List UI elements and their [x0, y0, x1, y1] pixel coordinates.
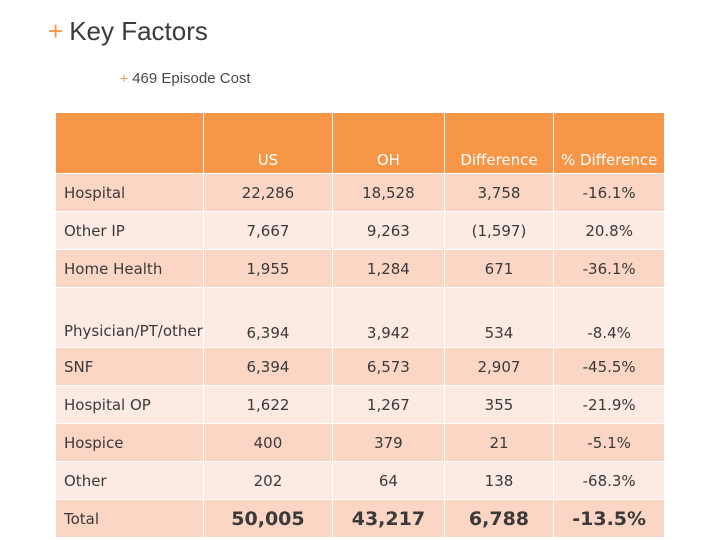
oh-value: 9,263	[333, 211, 445, 249]
row-label: Hospital	[56, 173, 204, 211]
header-blank	[56, 113, 204, 173]
pct-difference-value: -21.9%	[554, 385, 664, 423]
pct-difference-value: -8.4%	[554, 287, 664, 347]
pct-difference-value: -68.3%	[554, 461, 664, 499]
table-row: Home Health 1,955 1,284 671 -36.1%	[56, 249, 664, 287]
slide-subtitle-text: 469 Episode Cost	[132, 70, 251, 87]
difference-value: 21	[444, 423, 555, 461]
us-value: 22,286	[203, 173, 334, 211]
pct-difference-value: -16.1%	[554, 173, 664, 211]
row-label: Physician/PT/other	[56, 287, 204, 347]
oh-value: 6,573	[333, 347, 445, 385]
oh-value: 1,284	[333, 249, 445, 287]
us-total: 50,005	[203, 499, 334, 537]
table-row: Hospice 400 379 21 -5.1%	[56, 423, 664, 461]
total-label: Total	[56, 499, 204, 537]
table-row: Hospital OP 1,622 1,267 355 -21.9%	[56, 385, 664, 423]
row-label: Hospital OP	[56, 385, 204, 423]
table-row: Other 202 64 138 -68.3%	[56, 461, 664, 499]
cost-table: US OH Difference % Difference Hospital 2…	[56, 113, 664, 537]
difference-value: 671	[444, 249, 555, 287]
oh-value: 64	[333, 461, 445, 499]
us-value: 202	[203, 461, 334, 499]
pct-difference-value: -45.5%	[554, 347, 664, 385]
difference-value: 138	[444, 461, 555, 499]
oh-value: 3,942	[333, 287, 445, 347]
row-label: Hospice	[56, 423, 204, 461]
difference-value: 534	[444, 287, 555, 347]
us-value: 1,955	[203, 249, 334, 287]
difference-value: 355	[444, 385, 555, 423]
us-value: 6,394	[203, 287, 334, 347]
row-label: Other IP	[56, 211, 204, 249]
difference-value: 3,758	[444, 173, 555, 211]
difference-value: (1,597)	[444, 211, 555, 249]
pct-difference-value: -5.1%	[554, 423, 664, 461]
slide-subtitle: +469 Episode Cost	[120, 70, 251, 87]
subtitle-bullet: +	[120, 70, 129, 86]
difference-value: 2,907	[444, 347, 555, 385]
oh-total: 43,217	[333, 499, 445, 537]
table-row: Hospital 22,286 18,528 3,758 -16.1%	[56, 173, 664, 211]
slide-title-text: Key Factors	[69, 16, 208, 46]
table-header-row: US OH Difference % Difference	[56, 113, 664, 173]
table-row: Physician/PT/other 6,394 3,942 534 -8.4%	[56, 287, 664, 347]
pct-difference-value: 20.8%	[554, 211, 664, 249]
us-value: 7,667	[203, 211, 334, 249]
difference-total: 6,788	[444, 499, 555, 537]
oh-value: 18,528	[333, 173, 445, 211]
oh-value: 379	[333, 423, 445, 461]
oh-value: 1,267	[333, 385, 445, 423]
title-bullet: +	[48, 16, 64, 46]
header-pct-difference: % Difference	[554, 113, 664, 173]
us-value: 6,394	[203, 347, 334, 385]
table-row: Other IP 7,667 9,263 (1,597) 20.8%	[56, 211, 664, 249]
row-label: SNF	[56, 347, 204, 385]
pct-difference-value: -36.1%	[554, 249, 664, 287]
pct-difference-total: -13.5%	[554, 499, 664, 537]
header-us: US	[203, 113, 334, 173]
header-difference: Difference	[444, 113, 555, 173]
slide-title: + Key Factors	[48, 16, 208, 47]
row-label: Home Health	[56, 249, 204, 287]
table-total-row: Total 50,005 43,217 6,788 -13.5%	[56, 499, 664, 537]
header-oh: OH	[333, 113, 445, 173]
us-value: 400	[203, 423, 334, 461]
table-row: SNF 6,394 6,573 2,907 -45.5%	[56, 347, 664, 385]
row-label: Other	[56, 461, 204, 499]
us-value: 1,622	[203, 385, 334, 423]
